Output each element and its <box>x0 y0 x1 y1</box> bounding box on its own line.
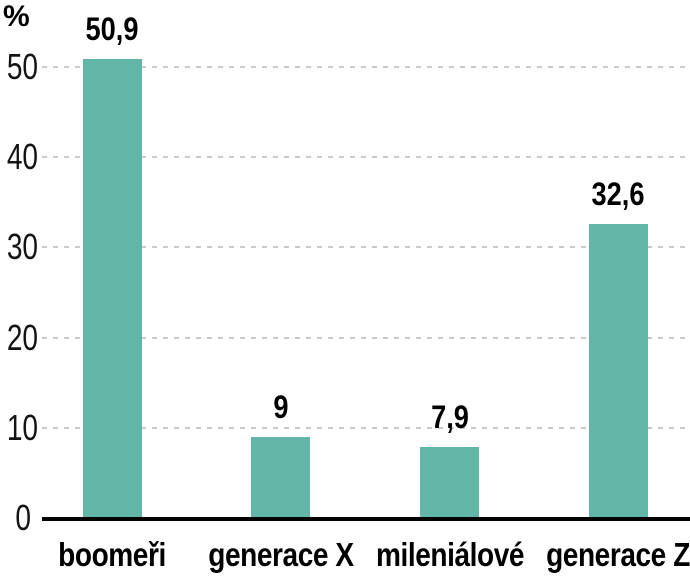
x-axis-category-label: mileniálové <box>375 536 525 573</box>
gridline <box>42 336 690 339</box>
x-axis-category-label: boomeři <box>58 536 166 573</box>
gridline <box>42 246 690 249</box>
bar-value-label: 9 <box>273 388 289 425</box>
bar <box>251 436 311 518</box>
bar-value-label: 50,9 <box>85 10 139 47</box>
bar-value-label: 7,9 <box>430 398 469 435</box>
bar <box>420 446 480 518</box>
y-axis-tick-label: 30 <box>6 226 39 268</box>
gridline <box>42 156 690 159</box>
x-axis-category-label: generace Z <box>546 536 690 573</box>
bar <box>82 58 142 518</box>
x-axis-category-label: generace X <box>208 536 354 573</box>
y-axis-tick-label: 50 <box>6 46 39 87</box>
y-axis-tick-label: 10 <box>6 406 39 448</box>
y-axis-tick-label: 20 <box>6 316 39 358</box>
x-axis-line <box>42 516 690 521</box>
y-axis-unit-label: % <box>3 0 30 33</box>
gridline <box>42 426 690 429</box>
gridline <box>42 66 690 68</box>
y-axis-tick-label: 0 <box>15 497 31 538</box>
y-axis-tick-label: 40 <box>6 136 39 178</box>
bar-value-label: 32,6 <box>591 175 645 212</box>
bar <box>588 223 648 518</box>
